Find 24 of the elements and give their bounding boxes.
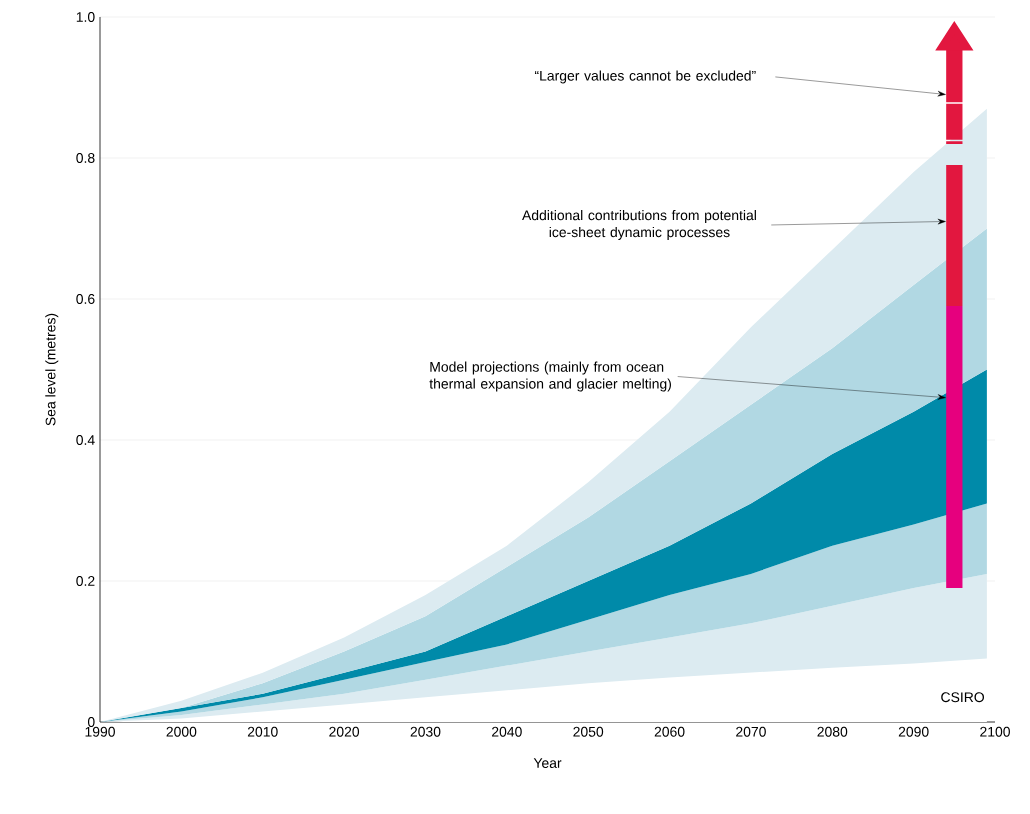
x-tick-label: 2000 (166, 726, 197, 737)
y-tick-label: 0.8 (76, 153, 95, 163)
x-tick-label: 2100 (980, 726, 1010, 737)
x-tick-label: 2060 (654, 726, 685, 737)
x-tick-label: 2020 (329, 726, 360, 737)
x-tick-label: 2040 (492, 726, 522, 737)
y-tick-label: 0.2 (76, 576, 95, 586)
y-tick-label: 1.0 (76, 12, 95, 22)
x-tick-label: 1990 (85, 726, 115, 737)
x-tick-label: 2090 (898, 726, 929, 737)
annotation: Model projections (mainly from ocean thermal expansion and glacier melting) (429, 361, 671, 392)
annotation: “Larger values cannot be excluded” (534, 70, 756, 84)
annotation: CSIRO (941, 692, 985, 703)
x-tick-label: 2070 (736, 726, 766, 737)
y-tick-label: 0.6 (76, 294, 95, 304)
x-tick-label: 2030 (410, 726, 441, 737)
annotation: Additional contributions from potential ice-sheet dynamic processes (522, 210, 756, 240)
y-tick-label: 0.4 (76, 435, 95, 445)
x-axis-title: Year (533, 758, 562, 768)
x-tick-label: 2050 (573, 726, 604, 737)
y-tick-label: 0 (87, 717, 95, 727)
x-tick-label: 2010 (247, 726, 278, 737)
x-tick-label: 2080 (817, 726, 848, 737)
y-axis-title: Sea level (metres) (45, 313, 59, 426)
